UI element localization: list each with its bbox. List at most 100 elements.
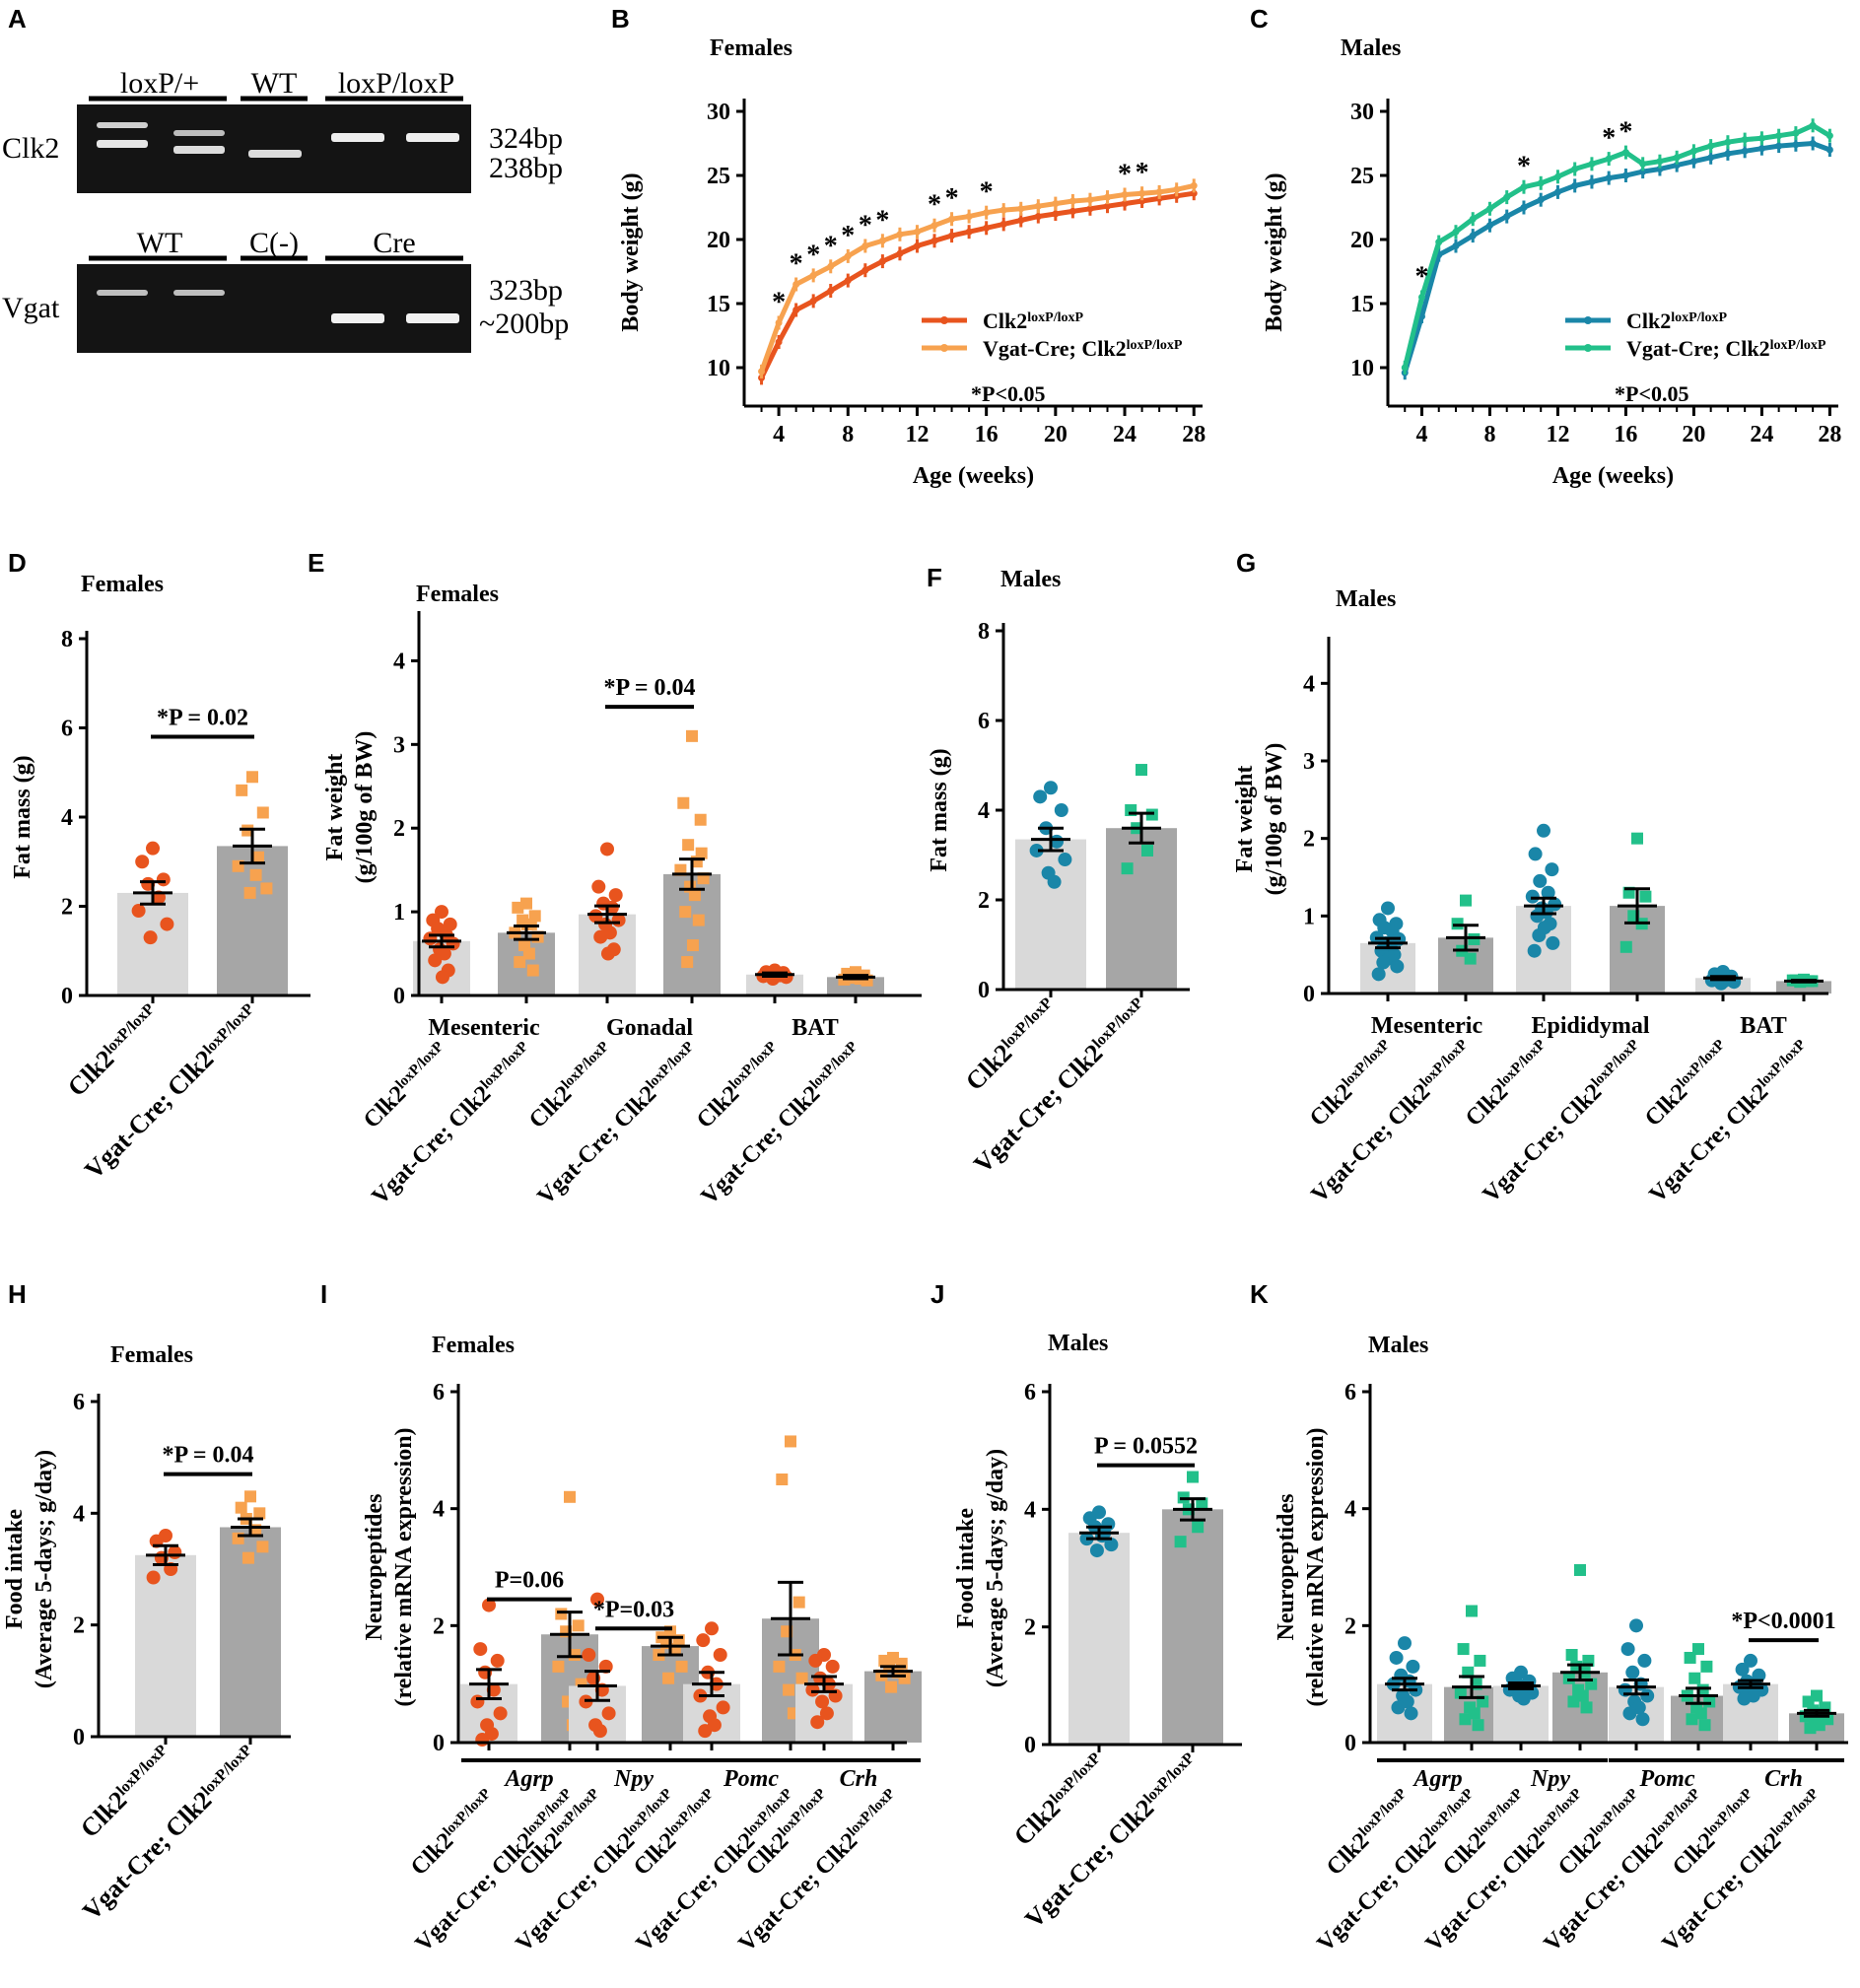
data-point	[1689, 147, 1697, 155]
data-point	[1809, 140, 1817, 147]
panel-label: F	[927, 563, 942, 592]
gel1-group-label: loxP/loxP	[338, 67, 454, 100]
data-point	[428, 953, 443, 968]
data-point	[160, 917, 174, 931]
gel1-row-label: Clk2	[2, 132, 59, 165]
y-tick-label: 6	[61, 717, 73, 742]
data-point	[1034, 213, 1042, 221]
data-point	[1034, 202, 1042, 210]
data-point	[423, 931, 438, 946]
data-point	[241, 1551, 254, 1564]
genotype-label-text: Vgat-Cre; Clk2	[1658, 1828, 1787, 1957]
data-point	[435, 905, 448, 920]
data-point	[1541, 885, 1555, 900]
data-point	[686, 729, 698, 742]
genotype-label-sup: loxP/loxP	[1047, 1749, 1104, 1807]
data-point	[1381, 901, 1395, 916]
chart-panel-d: D Females 0 2 4 6 8 Fat mass (g) Clk2loxP/loxPVg…	[8, 548, 310, 1185]
data-point	[1629, 1618, 1643, 1633]
genotype-label-sup: loxP/loxP	[478, 1039, 531, 1092]
data-point	[1619, 940, 1632, 953]
data-point	[493, 1706, 508, 1721]
y-tick-label: 0	[393, 984, 405, 1009]
group-label: BAT	[1740, 1013, 1787, 1039]
data-point	[1464, 952, 1477, 965]
y-tick-label: 10	[1350, 356, 1374, 381]
x-tick-label: 8	[842, 422, 854, 447]
legend-label: Vgat-Cre; Clk2loxP/loxP	[1626, 336, 1826, 361]
data-point	[688, 889, 701, 902]
y-tick-label: 30	[707, 100, 730, 125]
significance-marker: *	[1414, 262, 1428, 293]
data-point	[593, 929, 608, 944]
y-axis-label-2: (g/100g of BW)	[352, 731, 378, 884]
genotype-label-sup: loxP/loxP	[1089, 994, 1146, 1052]
data-point	[792, 1596, 805, 1609]
genotype-label-sup: loxP/loxP	[1675, 1037, 1728, 1090]
bar-ko	[217, 846, 288, 995]
significance-marker: *	[875, 205, 889, 236]
genotype-label: Vgat-Cre; Clk2loxP/loxP	[368, 1039, 539, 1210]
data-point	[825, 1659, 840, 1674]
panel-label: D	[8, 548, 27, 578]
data-point	[1047, 874, 1062, 889]
x-tick-label: 16	[1614, 422, 1637, 447]
data-point	[146, 1570, 161, 1585]
y-tick-label: 2	[61, 895, 73, 921]
data-point	[1103, 193, 1111, 201]
data-point	[1673, 162, 1681, 170]
genotype-label: Vgat-Cre; Clk2loxP/loxP	[697, 1039, 868, 1210]
gel2-group-label: C(-)	[249, 227, 299, 259]
group-label: Pomc	[723, 1766, 779, 1792]
chart-title: Males	[1368, 1333, 1428, 1358]
data-point	[522, 947, 535, 960]
gel1-size-label: 324bp	[489, 122, 563, 155]
data-point	[983, 209, 991, 217]
data-point	[1469, 232, 1477, 240]
data-point	[1454, 1686, 1467, 1699]
data-point	[236, 784, 248, 796]
data-point	[256, 1541, 269, 1553]
data-point	[1580, 1701, 1593, 1714]
data-point	[1029, 843, 1044, 857]
y-tick-label: 6	[73, 1390, 85, 1415]
gel1-group-label: WT	[251, 67, 298, 100]
data-point	[948, 215, 956, 223]
genotype-label: Vgat-Cre; Clk2loxP/loxP	[1019, 1748, 1205, 1934]
data-point	[1389, 1650, 1404, 1665]
data-point	[1621, 171, 1629, 179]
data-point	[1571, 166, 1579, 172]
data-point	[1631, 832, 1643, 845]
y-axis-label: Fat mass (g)	[10, 755, 35, 878]
genotype-label-sup: loxP/loxP	[1340, 1037, 1393, 1090]
legend-swatch-dot	[940, 344, 948, 352]
group-label: Epididymal	[1531, 1013, 1649, 1039]
data-point	[861, 266, 869, 274]
data-point	[1537, 179, 1545, 187]
data-point	[1545, 862, 1559, 877]
data-point	[1640, 1688, 1655, 1703]
data-point	[1104, 1538, 1119, 1552]
data-point	[896, 249, 904, 257]
data-point	[1068, 197, 1076, 205]
data-point	[662, 1672, 675, 1684]
genotype-label-sup: loxP/loxP	[644, 1039, 697, 1092]
genotype-label: Vgat-Cre; Clk2loxP/loxP	[1479, 1037, 1650, 1208]
chart-panel-i: I Females 0 2 4 6 Neuropeptides (relative mRNA …	[320, 1279, 922, 1957]
x-tick-label: 24	[1113, 422, 1137, 447]
data-point	[878, 257, 886, 265]
data-point	[983, 224, 991, 232]
data-point	[1637, 1653, 1652, 1668]
data-point	[1089, 1543, 1104, 1558]
data-point	[1406, 1659, 1420, 1674]
group-label: Crh	[1764, 1766, 1803, 1792]
gel2-image	[77, 264, 471, 353]
data-point	[1196, 1497, 1208, 1510]
data-point	[1520, 204, 1528, 211]
data-point	[1527, 943, 1542, 958]
data-point	[1503, 193, 1511, 201]
genotype-label-sup: loxP/loxP	[1140, 1749, 1198, 1807]
data-point	[1567, 1695, 1580, 1708]
chart-panel-g: G Males 0 1 2 3 4 Fat weight (g/100g of BW) Mesen…	[1232, 548, 1831, 1208]
comparison-label: *P<0.0001	[1731, 1609, 1835, 1634]
